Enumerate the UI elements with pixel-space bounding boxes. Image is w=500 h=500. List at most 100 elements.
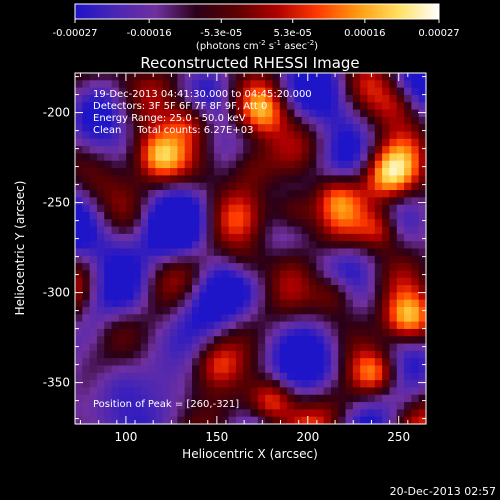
heatmap-cell: [104, 211, 113, 220]
heatmap-cell: [140, 219, 149, 228]
heatmap-cell: [309, 153, 317, 162]
heatmap-cell: [316, 233, 325, 242]
heatmap-cell: [345, 328, 354, 337]
heatmap-cell: [213, 314, 222, 323]
heatmap-cell: [82, 248, 91, 257]
heatmap-cell: [396, 168, 405, 176]
heatmap-cell: [96, 416, 105, 425]
heatmap-cell: [287, 372, 295, 381]
heatmap-cell: [418, 233, 427, 242]
heatmap-cell: [323, 219, 332, 228]
heatmap-cell: [213, 80, 222, 89]
heatmap-cell: [89, 409, 98, 418]
heatmap-cell: [250, 350, 259, 359]
heatmap-cell: [272, 380, 281, 389]
heatmap-cell: [257, 409, 266, 418]
heatmap-cell: [155, 248, 164, 257]
heatmap-cell: [404, 255, 412, 264]
heatmap-cell: [411, 307, 420, 315]
heatmap-cell: [133, 211, 142, 220]
heatmap-cell: [170, 270, 178, 279]
heatmap-cell: [235, 350, 244, 359]
heatmap-cell: [104, 197, 113, 206]
heatmap-cell: [316, 190, 325, 198]
heatmap-cell: [360, 372, 369, 381]
heatmap-cell: [177, 358, 186, 367]
heatmap-cell: [118, 219, 127, 228]
heatmap-cell: [206, 307, 215, 315]
heatmap-cell: [287, 190, 295, 198]
heatmap-cell: [301, 336, 310, 345]
heatmap-cell: [155, 175, 164, 184]
heatmap-cell: [287, 102, 295, 111]
heatmap-cell: [287, 336, 295, 345]
heatmap-cell: [382, 409, 391, 418]
heatmap-cell: [250, 270, 259, 279]
heatmap-cell: [155, 190, 164, 198]
heatmap-cell: [184, 131, 193, 140]
heatmap-cell: [316, 197, 325, 206]
heatmap-cell: [177, 350, 186, 359]
heatmap-cell: [118, 168, 127, 176]
heatmap-cell: [170, 109, 178, 118]
heatmap-cell: [374, 307, 383, 315]
heatmap-cell: [228, 255, 237, 264]
heatmap-cell: [170, 182, 178, 191]
heatmap-cell: [294, 94, 303, 103]
heatmap-cell: [265, 263, 274, 272]
heatmap-cell: [192, 87, 200, 96]
heatmap-cell: [155, 168, 164, 176]
heatmap-cell: [345, 80, 354, 89]
heatmap-cell: [221, 131, 230, 140]
heatmap-cell: [184, 277, 193, 286]
heatmap-cell: [213, 409, 222, 418]
heatmap-cell: [396, 394, 405, 403]
heatmap-cell: [126, 211, 135, 220]
x-tick-label: 200: [296, 430, 319, 444]
heatmap-cell: [338, 102, 347, 111]
heatmap-cell: [96, 124, 105, 133]
heatmap-cell: [367, 248, 376, 257]
heatmap-cell: [404, 175, 412, 184]
heatmap-cell: [323, 336, 332, 345]
heatmap-cell: [287, 94, 295, 103]
heatmap-cell: [352, 394, 361, 403]
heatmap-cell: [206, 124, 215, 133]
heatmap-cell: [184, 87, 193, 96]
heatmap-cell: [148, 277, 157, 286]
heatmap-cell: [206, 94, 215, 103]
heatmap-cell: [221, 277, 230, 286]
heatmap-cell: [257, 124, 266, 133]
heatmap-cell: [338, 131, 347, 140]
heatmap-cell: [243, 248, 252, 257]
heatmap-cell: [404, 263, 412, 272]
heatmap-cell: [140, 182, 149, 191]
heatmap-cell: [82, 87, 91, 96]
heatmap-cell: [279, 358, 288, 367]
heatmap-cell: [213, 248, 222, 257]
heatmap-cell: [133, 380, 142, 389]
heatmap-cell: [155, 153, 164, 162]
heatmap-cell: [206, 131, 215, 140]
heatmap-cell: [228, 263, 237, 272]
heatmap-cell: [279, 80, 288, 89]
heatmap-cell: [323, 168, 332, 176]
heatmap-cell: [228, 321, 237, 330]
heatmap-cell: [374, 175, 383, 184]
heatmap-cell: [118, 270, 127, 279]
heatmap-cell: [294, 299, 303, 308]
heatmap-cell: [221, 138, 230, 147]
heatmap-cell: [374, 197, 383, 206]
heatmap-cell: [389, 182, 398, 191]
heatmap-cell: [411, 160, 420, 169]
heatmap-cell: [404, 343, 412, 352]
heatmap-cell: [279, 387, 288, 396]
heatmap-cell: [301, 343, 310, 352]
heatmap-cell: [323, 102, 332, 111]
heatmap-cell: [133, 299, 142, 308]
heatmap-cell: [243, 87, 252, 96]
heatmap-cell: [374, 138, 383, 147]
heatmap-cell: [192, 138, 200, 147]
heatmap-cell: [82, 226, 91, 235]
heatmap-cell: [170, 402, 178, 410]
